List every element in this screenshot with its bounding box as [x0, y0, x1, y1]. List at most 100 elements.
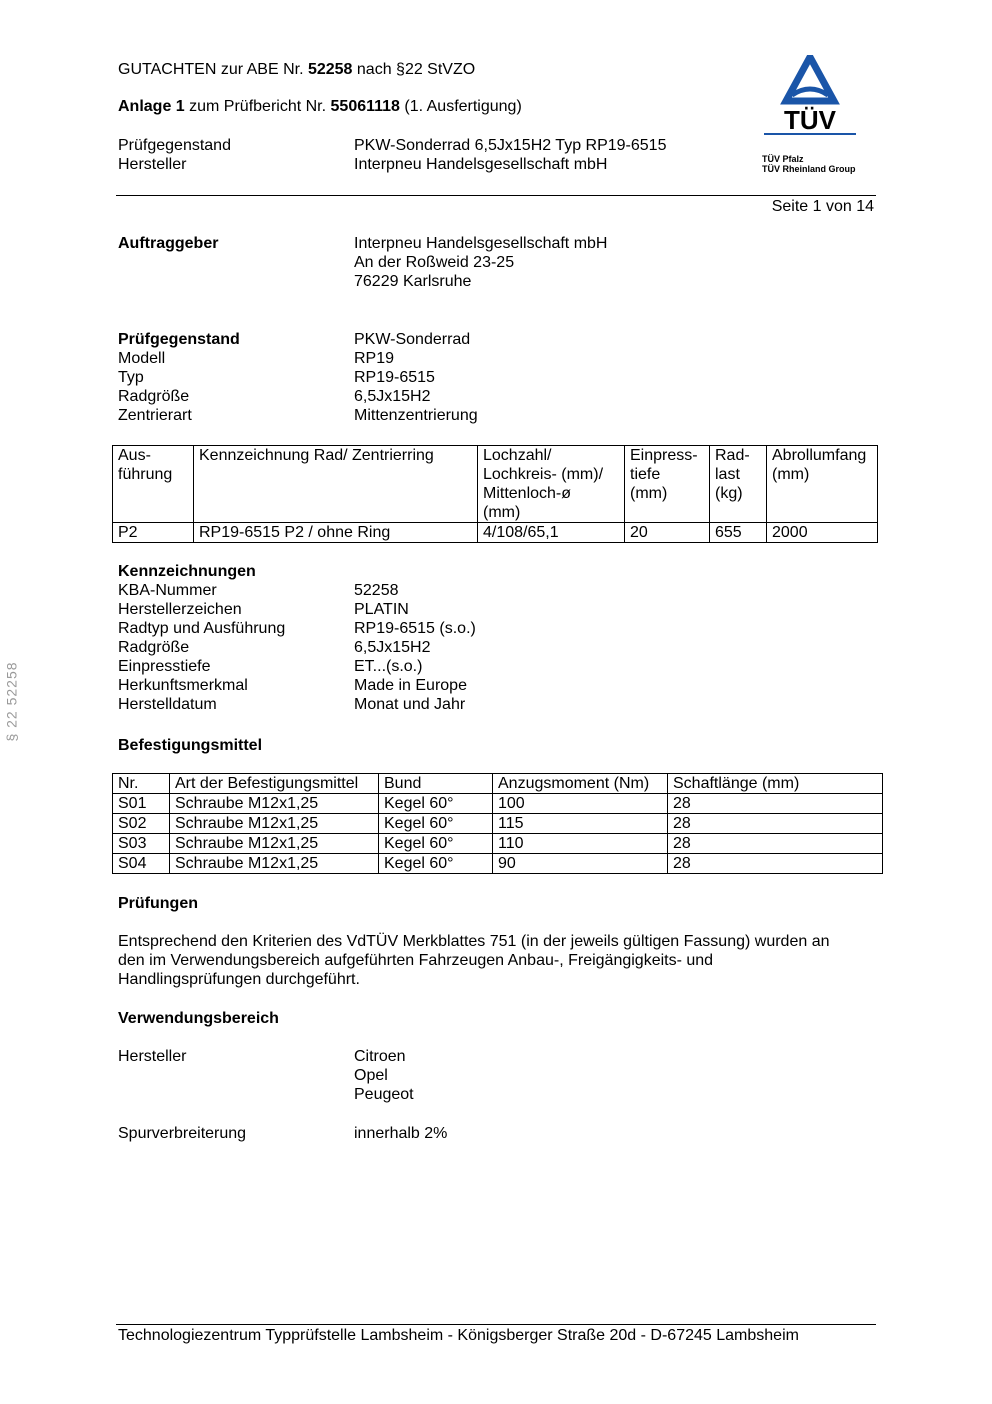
value: PLATIN	[354, 601, 409, 618]
section-title: Befestigungsmittel	[118, 737, 263, 754]
label: Herstelldatum	[118, 696, 217, 713]
text: zum Prüfbericht Nr.	[184, 98, 331, 115]
header-row: Prüfgegenstand PKW-Sonderrad 6,5Jx15H2 Ty…	[118, 136, 666, 155]
cell: S01	[112, 793, 170, 814]
label: KBA-Nummer	[118, 582, 217, 599]
header-cell: Art der Befestigungsmittel	[169, 773, 379, 794]
value: ET...(s.o.)	[354, 658, 423, 675]
text: (1. Ausfertigung)	[399, 98, 522, 115]
marking-row: Radtyp und Ausführung RP19-6515 (s.o.)	[118, 619, 718, 638]
paragraph-line: Handlingsprüfungen durchgeführt.	[118, 971, 360, 988]
cell: Schraube M12x1,25	[169, 833, 379, 854]
cell: 28	[667, 833, 883, 854]
value: PKW-Sonderrad 6,5Jx15H2 Typ RP19-6515	[354, 137, 667, 154]
manufacturer: Citroen	[354, 1048, 406, 1065]
label: Radtyp und Ausführung	[118, 620, 286, 637]
header-cell: Einpress- tiefe (mm)	[624, 445, 710, 523]
header-cell: Anzugsmoment (Nm)	[492, 773, 668, 794]
cell: S02	[112, 813, 170, 834]
header-cell: Aus- führung	[112, 445, 194, 523]
value: innerhalb 2%	[354, 1125, 448, 1142]
logo-line2: TÜV Rheinland Group	[762, 164, 856, 174]
marking-row: Herstelldatum Monat und Jahr	[118, 695, 718, 714]
divider	[116, 195, 876, 196]
label: Prüfgegenstand	[118, 137, 231, 154]
value: Interpneu Handelsgesellschaft mbH	[354, 156, 608, 173]
label: Radgröße	[118, 388, 190, 405]
value: RP19-6515	[354, 369, 435, 386]
spur-row: Spurverbreiterung innerhalb 2%	[118, 1124, 447, 1143]
pruefgegenstand-section: Prüfgegenstand PKW-Sonderrad Modell RP19 T…	[118, 330, 718, 425]
cell: Schraube M12x1,25	[169, 813, 379, 834]
wheel-table: Aus- führung Kennzeichnung Rad/ Zentrier…	[112, 445, 878, 543]
cell: S04	[112, 853, 170, 874]
header-row: Hersteller Interpneu Handelsgesellschaft …	[118, 155, 607, 174]
address-line: An der Roßweid 23-25	[354, 254, 515, 271]
marking-row: KBA-Nummer 52258	[118, 581, 718, 600]
page-number: Seite 1 von 14	[771, 198, 874, 215]
text: GUTACHTEN zur ABE Nr.	[118, 61, 308, 78]
manufacturer: Opel	[354, 1067, 388, 1084]
label: Spurverbreiterung	[118, 1125, 247, 1142]
header-cell: Nr.	[112, 773, 170, 794]
cell: 28	[667, 813, 883, 834]
label: Einpresstiefe	[118, 658, 211, 675]
fastener-table: Nr. Art der Befestigungsmittel Bund Anzu…	[112, 773, 883, 874]
cell: 110	[492, 833, 668, 854]
label: Modell	[118, 350, 166, 367]
tuv-logo: TÜV TÜV Pfalz TÜV Rheinland Group	[762, 49, 858, 175]
label: Hersteller	[118, 156, 187, 173]
header-cell: Kennzeichnung Rad/ Zentrierring	[193, 445, 478, 523]
cell: Kegel 60°	[378, 813, 493, 834]
marking-row: Einpresstiefe ET...(s.o.)	[118, 657, 718, 676]
paragraph-line: Entsprechend den Kriterien des VdTÜV Mer…	[118, 933, 830, 950]
section-title: Verwendungsbereich	[118, 1010, 279, 1027]
footer-divider	[116, 1324, 876, 1325]
value: 6,5Jx15H2	[354, 388, 431, 405]
label: Hersteller	[118, 1048, 187, 1065]
cell: 4/108/65,1	[477, 522, 625, 543]
pruefungen-text: Entsprechend den Kriterien des VdTÜV Mer…	[118, 932, 878, 989]
kennzeichnungen-section: Kennzeichnungen KBA-Nummer 52258 Herstelle…	[118, 562, 718, 714]
section-title: Kennzeichnungen	[118, 563, 256, 580]
marking-row: Radgröße 6,5Jx15H2	[118, 638, 718, 657]
cell: 115	[492, 813, 668, 834]
value: 52258	[354, 582, 399, 599]
manufacturer: Peugeot	[354, 1086, 414, 1103]
logo-line1: TÜV Pfalz	[762, 154, 804, 164]
value: Made in Europe	[354, 677, 467, 694]
value: 6,5Jx15H2	[354, 639, 431, 656]
cell: P2	[112, 522, 194, 543]
table-row: S03 Schraube M12x1,25 Kegel 60° 110 28	[112, 833, 883, 854]
header-cell: Lochzahl/ Lochkreis- (mm)/ Mittenloch-ø …	[477, 445, 625, 523]
cell: 20	[624, 522, 710, 543]
header-line1: GUTACHTEN zur ABE Nr. 52258 nach §22 StV…	[118, 60, 475, 79]
section-label: Auftraggeber	[118, 235, 219, 252]
address-line: 76229 Karlsruhe	[354, 273, 472, 290]
footer: Technologiezentrum Typprüfstelle Lambshe…	[118, 1327, 799, 1344]
tuv-triangle-icon: TÜV	[764, 49, 856, 135]
table-header-row: Aus- führung Kennzeichnung Rad/ Zentrier…	[112, 445, 878, 523]
label: Zentrierart	[118, 407, 192, 424]
marking-row: Herkunftsmerkmal Made in Europe	[118, 676, 718, 695]
section-title: Prüfungen	[118, 895, 198, 912]
table-row: P2 RP19-6515 P2 / ohne Ring 4/108/65,1 2…	[112, 522, 878, 543]
table-header-row: Nr. Art der Befestigungsmittel Bund Anzu…	[112, 773, 883, 794]
paragraph-line: den im Verwendungsbereich aufgeführten F…	[118, 952, 714, 969]
header-cell: Abrollumfang (mm)	[766, 445, 878, 523]
cell: 655	[709, 522, 767, 543]
logo-text: TÜV	[784, 105, 837, 135]
side-text: § 22 52258	[3, 661, 20, 742]
cell: 28	[667, 853, 883, 874]
anlage: Anlage 1	[118, 98, 185, 115]
cell: 90	[492, 853, 668, 874]
cell: 28	[667, 793, 883, 814]
cell: 100	[492, 793, 668, 814]
label: Prüfgegenstand	[118, 331, 240, 348]
table-row: S02 Schraube M12x1,25 Kegel 60° 115 28	[112, 813, 883, 834]
cell: Kegel 60°	[378, 853, 493, 874]
cell: Kegel 60°	[378, 833, 493, 854]
value: Monat und Jahr	[354, 696, 466, 713]
label: Typ	[118, 369, 144, 386]
